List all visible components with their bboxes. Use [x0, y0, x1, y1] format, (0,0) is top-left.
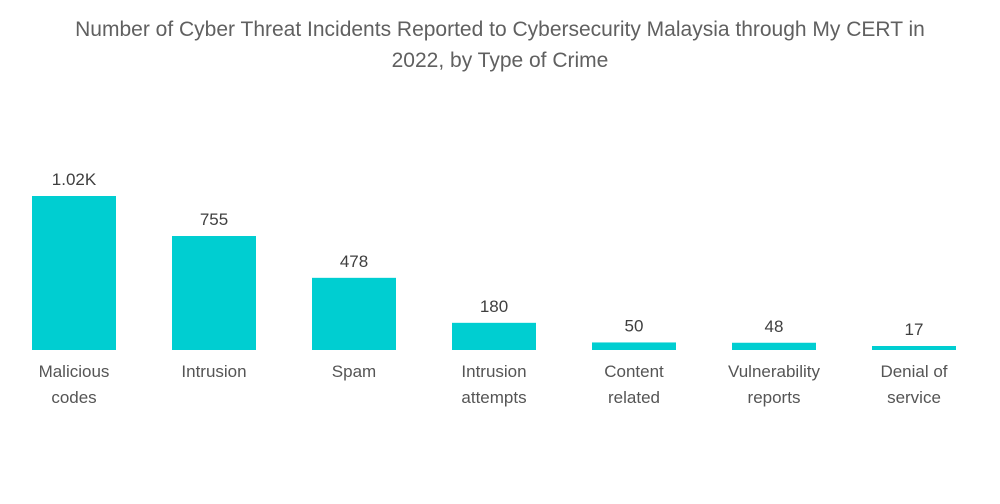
- category-label-3-1: attempts: [461, 388, 526, 407]
- category-label-1-0: Intrusion: [181, 362, 246, 381]
- value-label-6: 17: [905, 320, 924, 339]
- chart-title-line-1: Number of Cyber Threat Incidents Reporte…: [75, 18, 925, 41]
- chart-title: Number of Cyber Threat Incidents Reporte…: [0, 14, 1000, 76]
- bar-6: [872, 346, 956, 350]
- value-label-1: 755: [200, 210, 228, 229]
- value-label-0: 1.02K: [52, 170, 97, 189]
- category-label-5-1: reports: [748, 388, 801, 407]
- category-label-2-0: Spam: [332, 362, 376, 381]
- bar-0: [32, 196, 116, 350]
- category-label-5-0: Vulnerability: [728, 362, 820, 381]
- category-label-4-0: Content: [604, 362, 664, 381]
- bar-3: [452, 322, 536, 350]
- chart-title-line-2: 2022, by Type of Crime: [391, 49, 609, 72]
- category-label-3-0: Intrusion: [461, 362, 526, 381]
- category-label-0-0: Malicious: [39, 362, 110, 381]
- category-label-6-0: Denial of: [880, 362, 947, 381]
- category-label-6-1: service: [887, 388, 941, 407]
- bar-1: [172, 236, 256, 350]
- value-label-3: 180: [480, 297, 508, 316]
- bar-5: [732, 342, 816, 350]
- value-label-2: 478: [340, 252, 368, 271]
- category-label-0-1: codes: [51, 388, 96, 407]
- bar-2: [312, 277, 396, 350]
- value-label-5: 48: [765, 317, 784, 336]
- category-label-4-1: related: [608, 388, 660, 407]
- value-label-4: 50: [625, 316, 644, 335]
- bar-4: [592, 342, 676, 350]
